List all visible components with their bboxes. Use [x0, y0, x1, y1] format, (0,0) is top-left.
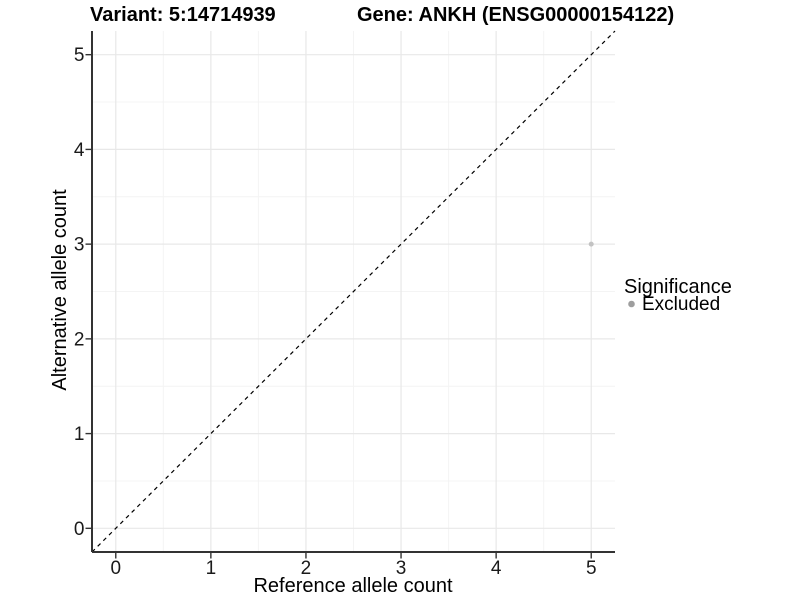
- x-axis-ticks: [115, 553, 592, 559]
- x-tick-label: 2: [301, 558, 312, 579]
- identity-dashed-line: [91, 30, 616, 553]
- y-tick-label: 0: [74, 519, 85, 540]
- x-tick-label: 4: [491, 558, 502, 579]
- data-point: [588, 241, 594, 247]
- y-axis-ticks: [85, 53, 91, 530]
- gridlines-major: [92, 31, 615, 552]
- x-tick-label: 1: [206, 558, 217, 579]
- plot-title-variant: Variant: 5:14714939: [90, 4, 276, 26]
- legend: Significance Excluded: [624, 276, 732, 315]
- legend-title: Significance: [624, 276, 732, 298]
- y-tick-label: 5: [74, 45, 85, 66]
- x-tick-label: 5: [586, 558, 597, 579]
- y-axis-tick-labels: 0 1 2 3 4 5: [74, 45, 85, 540]
- x-axis-title: Reference allele count: [253, 575, 452, 597]
- gridlines-minor: [92, 31, 615, 552]
- y-axis-title: Alternative allele count: [49, 189, 71, 391]
- x-axis-tick-labels: 0 1 2 3 4 5: [110, 558, 596, 579]
- axis-lines: [91, 31, 615, 553]
- x-tick-label: 0: [110, 558, 121, 579]
- y-tick-label: 3: [74, 235, 85, 256]
- x-tick-label: 3: [396, 558, 407, 579]
- y-tick-label: 2: [74, 329, 85, 350]
- legend-key-dot-icon: [628, 300, 635, 308]
- legend-item-excluded: Excluded: [642, 294, 720, 315]
- data-points: [588, 241, 594, 247]
- plot-title-gene: Gene: ANKH (ENSG00000154122): [357, 4, 674, 26]
- y-tick-label: 4: [74, 140, 85, 161]
- y-tick-label: 1: [74, 424, 85, 445]
